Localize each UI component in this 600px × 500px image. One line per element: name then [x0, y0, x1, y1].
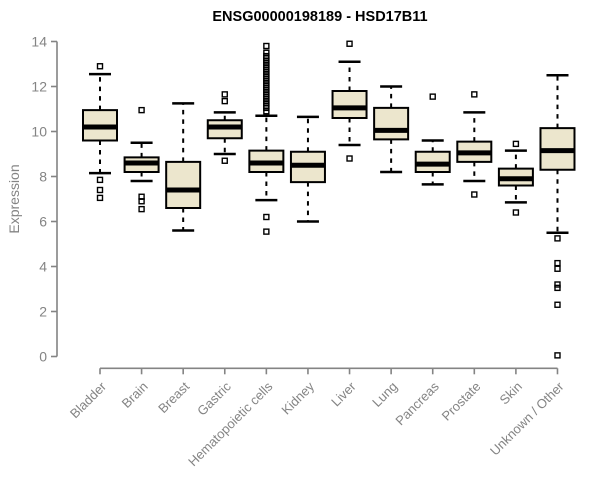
outlier-point	[221, 91, 228, 98]
y-tick-label: 0	[39, 349, 47, 365]
outlier-point	[96, 63, 104, 70]
outlier-point	[512, 140, 520, 148]
boxplot-hematopoietic-cells	[248, 42, 285, 235]
y-tick-label: 14	[31, 34, 47, 50]
outlier-point	[554, 259, 561, 267]
outlier-point	[221, 97, 228, 105]
outlier-point	[429, 93, 436, 100]
x-category-label: Prostate	[439, 379, 484, 424]
outlier-point	[263, 108, 270, 115]
boxplot-pancreas	[414, 93, 451, 186]
outlier-point	[221, 157, 228, 164]
outlier-point	[138, 205, 145, 213]
boxplot-lung	[373, 85, 410, 174]
boxplot-unknown-other	[539, 74, 576, 359]
outlier-point	[554, 284, 561, 292]
outlier-point	[138, 106, 145, 114]
outlier-point	[554, 265, 561, 272]
outlier-point	[263, 49, 270, 56]
y-tick-label: 2	[39, 304, 47, 320]
iqr-box	[165, 160, 202, 209]
y-tick-label: 6	[39, 214, 47, 230]
boxplot-prostate	[456, 91, 493, 198]
y-tick-label: 8	[39, 169, 47, 185]
x-category-label: Skin	[497, 379, 525, 407]
x-category-label: Brain	[119, 379, 151, 411]
outlier-point	[471, 191, 478, 198]
outlier-point	[554, 352, 561, 359]
outlier-point	[263, 213, 270, 221]
outlier-point	[346, 155, 353, 162]
boxplot-skin	[497, 140, 534, 216]
outlier-point	[346, 40, 353, 47]
x-category-label: Kidney	[278, 378, 317, 417]
outlier-point	[96, 176, 104, 184]
boxplot-breast	[165, 102, 202, 232]
x-category-label: Liver	[328, 378, 359, 409]
x-category-label: Lung	[369, 379, 400, 410]
outlier-point	[263, 104, 270, 112]
x-category-label: Gastric	[194, 378, 234, 418]
outlier-point	[554, 235, 561, 242]
y-tick-label: 4	[39, 259, 47, 275]
x-category-label: Bladder	[67, 378, 110, 421]
outlier-point	[471, 91, 478, 98]
boxplot-gastric	[206, 91, 243, 164]
boxplot-kidney	[289, 115, 326, 223]
outlier-point	[263, 42, 270, 50]
x-category-label: Breast	[155, 379, 192, 416]
y-tick-label: 12	[31, 79, 47, 95]
outlier-point	[554, 301, 561, 308]
boxplot-brain	[123, 106, 160, 213]
boxplot-liver	[331, 40, 368, 162]
boxplot-bladder	[82, 63, 118, 202]
outlier-point	[512, 209, 520, 216]
x-category-label: Pancreas	[392, 378, 442, 428]
x-category-label: Unknown / Other	[487, 378, 567, 458]
chart-title: ENSG00000198189 - HSD17B11	[212, 9, 428, 25]
y-tick-label: 10	[31, 124, 47, 140]
outlier-point	[554, 281, 561, 288]
outlier-point	[138, 198, 145, 205]
iqr-box	[331, 90, 368, 119]
outlier-point	[96, 186, 104, 194]
iqr-box	[373, 106, 410, 141]
outlier-point	[263, 228, 270, 235]
outlier-point	[96, 194, 104, 202]
